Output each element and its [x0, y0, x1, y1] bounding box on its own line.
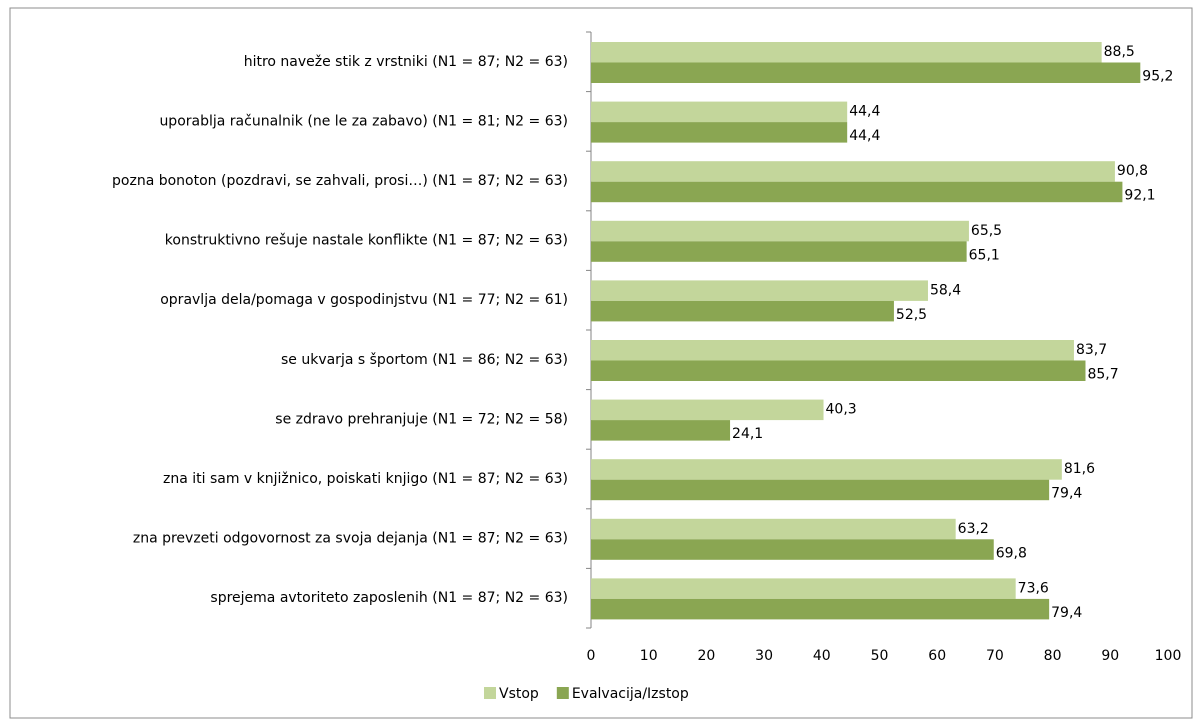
value-label: 88,5	[1104, 44, 1135, 60]
bar	[591, 300, 894, 322]
bar	[591, 101, 848, 123]
x-tick-label: 10	[640, 648, 658, 664]
bar	[591, 399, 824, 421]
bar	[591, 479, 1050, 501]
bar	[591, 360, 1086, 381]
x-tick-label: 50	[871, 648, 889, 664]
y-tick-label: konstruktivno rešuje nastale konflikte (…	[165, 233, 568, 249]
value-label: 40,3	[826, 402, 857, 418]
bar	[591, 241, 967, 262]
x-tick-label: 80	[1044, 648, 1062, 664]
value-label: 52,5	[896, 307, 927, 323]
value-label: 65,5	[971, 223, 1002, 239]
y-tick-label: zna prevzeti odgovornost za svoja dejanj…	[133, 531, 568, 547]
x-tick-label: 60	[928, 648, 946, 664]
bar	[591, 539, 994, 560]
y-tick-label: hitro naveže stik z vrstniki (N1 = 87; N…	[244, 54, 568, 70]
value-label: 63,2	[958, 521, 989, 537]
value-label: 92,1	[1124, 188, 1155, 204]
bar	[591, 578, 1016, 599]
x-tick-label: 20	[697, 648, 715, 664]
x-tick-label: 100	[1155, 648, 1182, 664]
y-tick-label: pozna bonoton (pozdravi, se zahvali, pro…	[112, 173, 568, 189]
value-label: 65,1	[969, 247, 1000, 263]
legend-label: Evalvacija/Izstop	[572, 686, 689, 702]
bar	[591, 280, 928, 301]
y-tick-label: opravlja dela/pomaga v gospodinjstvu (N1…	[160, 292, 568, 308]
bar	[591, 420, 731, 441]
x-tick-label: 30	[755, 648, 773, 664]
y-tick-label: uporablja računalnik (ne le za zabavo) (…	[159, 113, 568, 129]
y-tick-label: se ukvarja s športom (N1 = 86; N2 = 63)	[281, 352, 568, 368]
x-tick-label: 0	[587, 648, 596, 664]
bar	[591, 161, 1115, 182]
legend-label: Vstop	[499, 686, 539, 702]
bar	[591, 459, 1062, 480]
bar	[591, 122, 848, 143]
legend-swatch	[484, 687, 496, 699]
bar	[591, 42, 1102, 63]
value-label: 85,7	[1087, 367, 1118, 383]
value-label: 83,7	[1076, 342, 1107, 358]
value-label: 44,4	[849, 128, 880, 144]
value-label: 24,1	[732, 426, 763, 442]
value-label: 69,8	[996, 545, 1027, 561]
value-label: 79,4	[1051, 605, 1082, 621]
legend-swatch	[556, 687, 569, 699]
value-label: 44,4	[849, 104, 880, 120]
value-label: 79,4	[1051, 486, 1082, 502]
y-tick-label: sprejema avtoriteto zaposlenih (N1 = 87;…	[210, 590, 568, 606]
bar	[591, 598, 1050, 620]
x-tick-label: 90	[1101, 648, 1119, 664]
bar	[591, 62, 1141, 83]
value-label: 81,6	[1064, 461, 1095, 477]
bar	[591, 220, 969, 242]
bar	[591, 181, 1123, 203]
bar	[591, 518, 956, 540]
value-label: 58,4	[930, 282, 961, 298]
value-label: 90,8	[1117, 163, 1148, 179]
value-label: 95,2	[1142, 69, 1173, 85]
bar	[591, 340, 1074, 361]
x-tick-label: 40	[813, 648, 831, 664]
x-tick-label: 70	[986, 648, 1004, 664]
value-label: 73,6	[1018, 580, 1049, 596]
y-tick-label: se zdravo prehranjuje (N1 = 72; N2 = 58)	[275, 411, 568, 427]
y-tick-label: zna iti sam v knjižnico, poiskati knjigo…	[163, 471, 568, 487]
